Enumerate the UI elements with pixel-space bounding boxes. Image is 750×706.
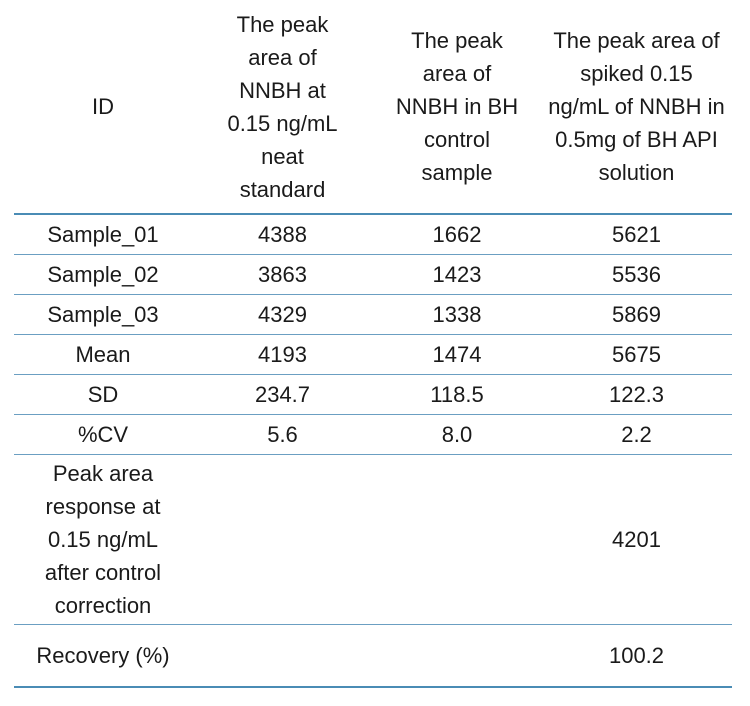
table-body: Sample_01 4388 1662 5621 Sample_02 3863 … (14, 214, 732, 687)
table-row: Mean 4193 1474 5675 (14, 335, 732, 375)
row-id-cell: Peak area response at 0.15 ng/mL after c… (44, 461, 162, 618)
row-id-cell: Sample_01 (47, 222, 159, 247)
table-cell: 8.0 (441, 422, 473, 447)
table-cell (373, 455, 541, 625)
table-cell (192, 625, 373, 688)
table-cell: 122.3 (608, 382, 665, 407)
results-table: ID The peak area of NNBH at 0.15 ng/mL n… (14, 0, 732, 688)
table-cell: 5869 (612, 302, 661, 327)
table-cell: 2.2 (621, 422, 652, 447)
table-cell: 1338 (432, 302, 482, 327)
header-control-sample: The peak area of NNBH in BH control samp… (395, 28, 519, 185)
row-id-cell: Mean (75, 342, 131, 367)
row-id-cell: Sample_02 (47, 262, 159, 287)
header-neat-standard: The peak area of NNBH at 0.15 ng/mL neat… (227, 11, 338, 202)
table-cell: 3863 (258, 262, 307, 287)
table-row: Sample_01 4388 1662 5621 (14, 214, 732, 255)
table-cell: 234.7 (254, 382, 311, 407)
table-cell: 1423 (432, 262, 482, 287)
table-cell: 118.5 (430, 382, 484, 407)
table-row: %CV 5.6 8.0 2.2 (14, 415, 732, 455)
table-cell: 1662 (432, 222, 482, 247)
table-cell: 5536 (612, 262, 661, 287)
table-row: SD 234.7 118.5 122.3 (14, 375, 732, 415)
table-cell: 1474 (432, 342, 482, 367)
table-cell: 4388 (258, 222, 307, 247)
table-row: Recovery (%) 100.2 (14, 625, 732, 688)
row-id-cell: Recovery (%) (36, 643, 170, 668)
table-row: Sample_02 3863 1423 5536 (14, 255, 732, 295)
header-row: ID The peak area of NNBH at 0.15 ng/mL n… (14, 0, 732, 214)
table-cell: 5675 (612, 342, 661, 367)
row-id-cell: SD (87, 382, 119, 407)
table-row: Peak area response at 0.15 ng/mL after c… (14, 455, 732, 625)
table-header: ID The peak area of NNBH at 0.15 ng/mL n… (14, 0, 732, 214)
row-id-cell: Sample_03 (47, 302, 159, 327)
table-cell: 4201 (612, 527, 661, 552)
row-id-cell: %CV (77, 422, 129, 447)
table-cell: 5621 (612, 222, 661, 247)
table-cell: 100.2 (608, 643, 665, 668)
table-cell: 4329 (258, 302, 307, 327)
table-cell (373, 625, 541, 688)
table-row: Sample_03 4329 1338 5869 (14, 295, 732, 335)
table-cell: 5.6 (267, 422, 298, 447)
table-cell (192, 455, 373, 625)
header-spiked-solution: The peak area of spiked 0.15 ng/mL of NN… (548, 28, 725, 185)
header-id: ID (92, 94, 114, 119)
table-cell: 4193 (258, 342, 307, 367)
